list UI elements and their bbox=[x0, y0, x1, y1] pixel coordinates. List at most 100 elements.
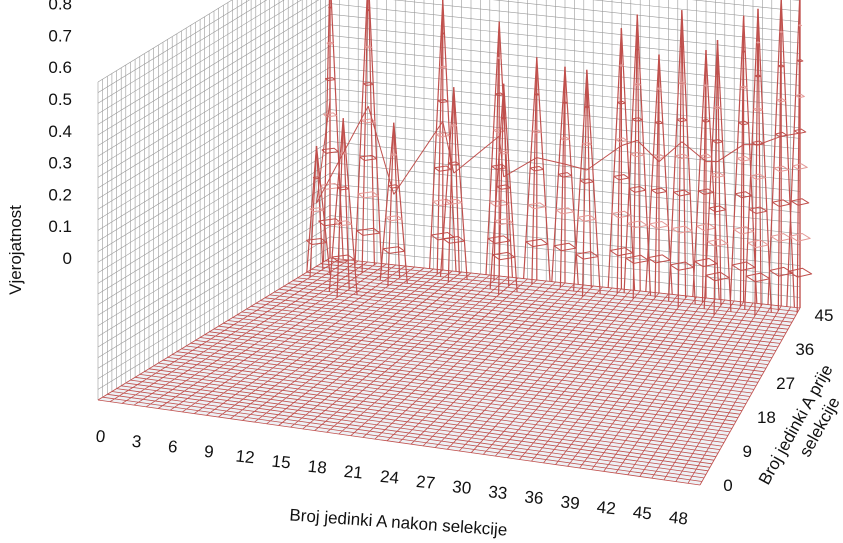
z-tick-label: 0.1 bbox=[48, 217, 72, 236]
peak-contour bbox=[789, 233, 811, 242]
peak-contour bbox=[754, 74, 762, 78]
floor-gridline bbox=[158, 362, 727, 440]
peak-contour bbox=[487, 235, 511, 244]
surface-peak bbox=[305, 146, 331, 278]
side-wall-gridline bbox=[97, 225, 331, 369]
peak-contour bbox=[627, 220, 648, 229]
peak-contour bbox=[388, 184, 400, 189]
peak-contour bbox=[448, 161, 460, 166]
side-wall-gridline bbox=[97, 3, 331, 146]
peak-contour bbox=[445, 198, 463, 205]
peak-edge bbox=[757, 8, 772, 313]
floor-gridline bbox=[306, 271, 791, 327]
back-wall-gridline bbox=[492, 0, 801, 33]
peak-edge bbox=[607, 28, 622, 288]
floor-gridline bbox=[153, 365, 725, 443]
z-tick-label: 0.7 bbox=[48, 26, 72, 45]
peak-contour bbox=[747, 239, 769, 249]
peak-contour bbox=[694, 258, 718, 268]
peak-edge bbox=[623, 14, 638, 293]
peak-contour bbox=[753, 107, 763, 112]
peak-contour bbox=[534, 93, 540, 96]
ridge-line bbox=[586, 145, 622, 171]
x-tick-label: 21 bbox=[343, 462, 364, 483]
peak-contour bbox=[450, 124, 457, 127]
peak-contour bbox=[632, 117, 643, 122]
y-tick-label: 0 bbox=[723, 476, 732, 495]
peak-contour bbox=[525, 238, 549, 248]
side-wall-gridline bbox=[97, 141, 331, 284]
peak-contour bbox=[625, 254, 650, 264]
peak-contour bbox=[532, 129, 542, 134]
peak-contour bbox=[776, 98, 787, 103]
x-tick-label: 33 bbox=[487, 482, 508, 503]
peak-contour bbox=[615, 137, 628, 143]
peak-contour bbox=[670, 261, 695, 271]
peak-edge bbox=[330, 0, 344, 260]
peak-contour bbox=[654, 120, 664, 125]
side-wall-gridline bbox=[97, 162, 331, 305]
floor-gridline bbox=[274, 291, 777, 351]
ridge-line bbox=[316, 105, 369, 204]
peak-contour bbox=[705, 271, 730, 282]
peak-contour bbox=[707, 238, 729, 247]
floor-gridline bbox=[167, 357, 731, 433]
peak-contour bbox=[733, 226, 754, 235]
ridge-line bbox=[536, 157, 566, 165]
x-tick-label: 27 bbox=[415, 472, 436, 493]
surface-peak bbox=[379, 122, 408, 287]
surface-peak bbox=[429, 0, 457, 275]
side-wall-gridline bbox=[97, 35, 331, 178]
side-wall-gridline bbox=[97, 0, 233, 83]
peak-contour bbox=[649, 221, 669, 229]
floor-gridline bbox=[227, 320, 757, 387]
peak-contour bbox=[496, 184, 511, 190]
side-wall-gridline bbox=[97, 24, 331, 168]
z-tick-label: 0.6 bbox=[48, 58, 72, 77]
peak-contour bbox=[359, 154, 378, 161]
side-wall-gridline bbox=[97, 172, 331, 316]
floor-gridline bbox=[135, 376, 717, 458]
x-tick-label: 9 bbox=[203, 442, 214, 462]
peak-contour bbox=[442, 236, 465, 244]
peak-contour bbox=[798, 24, 802, 27]
peak-contour bbox=[366, 9, 371, 12]
floor-gridline bbox=[190, 342, 741, 415]
side-wall-gridline bbox=[97, 130, 331, 274]
surface-peak bbox=[744, 8, 772, 316]
peak-edge bbox=[744, 8, 759, 310]
peak-contour bbox=[708, 205, 727, 213]
peak-contour bbox=[735, 191, 753, 199]
peak-contour bbox=[562, 101, 568, 104]
side-wall-gridline bbox=[97, 247, 331, 390]
side-wall-gridline bbox=[97, 66, 331, 210]
x-axis-title: Broj jedinki A nakon selekcije bbox=[289, 505, 508, 539]
peak-edge bbox=[328, 118, 344, 292]
x-tick-label: 48 bbox=[668, 508, 689, 529]
peak-contour bbox=[324, 77, 336, 82]
peak-edge bbox=[336, 118, 344, 298]
surface-peak bbox=[607, 28, 636, 294]
peak-contour bbox=[489, 199, 510, 207]
ridge-line bbox=[564, 163, 588, 171]
peak-contour bbox=[582, 142, 592, 147]
peak-contour bbox=[701, 119, 711, 123]
side-wall-gridline bbox=[97, 0, 320, 136]
floor-gridline bbox=[297, 277, 787, 334]
ridge-line bbox=[621, 139, 638, 147]
side-wall-gridline bbox=[97, 183, 331, 327]
surface-peak bbox=[573, 69, 601, 298]
floor-gridline bbox=[139, 374, 719, 454]
x-tick-label: 6 bbox=[167, 437, 178, 457]
side-wall-gridline bbox=[97, 0, 285, 115]
x-tick-label: 0 bbox=[95, 427, 106, 447]
x-tick-label: 45 bbox=[632, 503, 653, 524]
y-tick-label: 9 bbox=[742, 442, 751, 461]
ridge-line bbox=[757, 135, 782, 146]
y-tick-label: 45 bbox=[815, 306, 834, 325]
peak-contour bbox=[356, 227, 381, 236]
surface-peak bbox=[439, 87, 468, 283]
peak-edge bbox=[354, 0, 368, 268]
peak-contour bbox=[712, 139, 724, 144]
surface-peak bbox=[354, 0, 383, 273]
